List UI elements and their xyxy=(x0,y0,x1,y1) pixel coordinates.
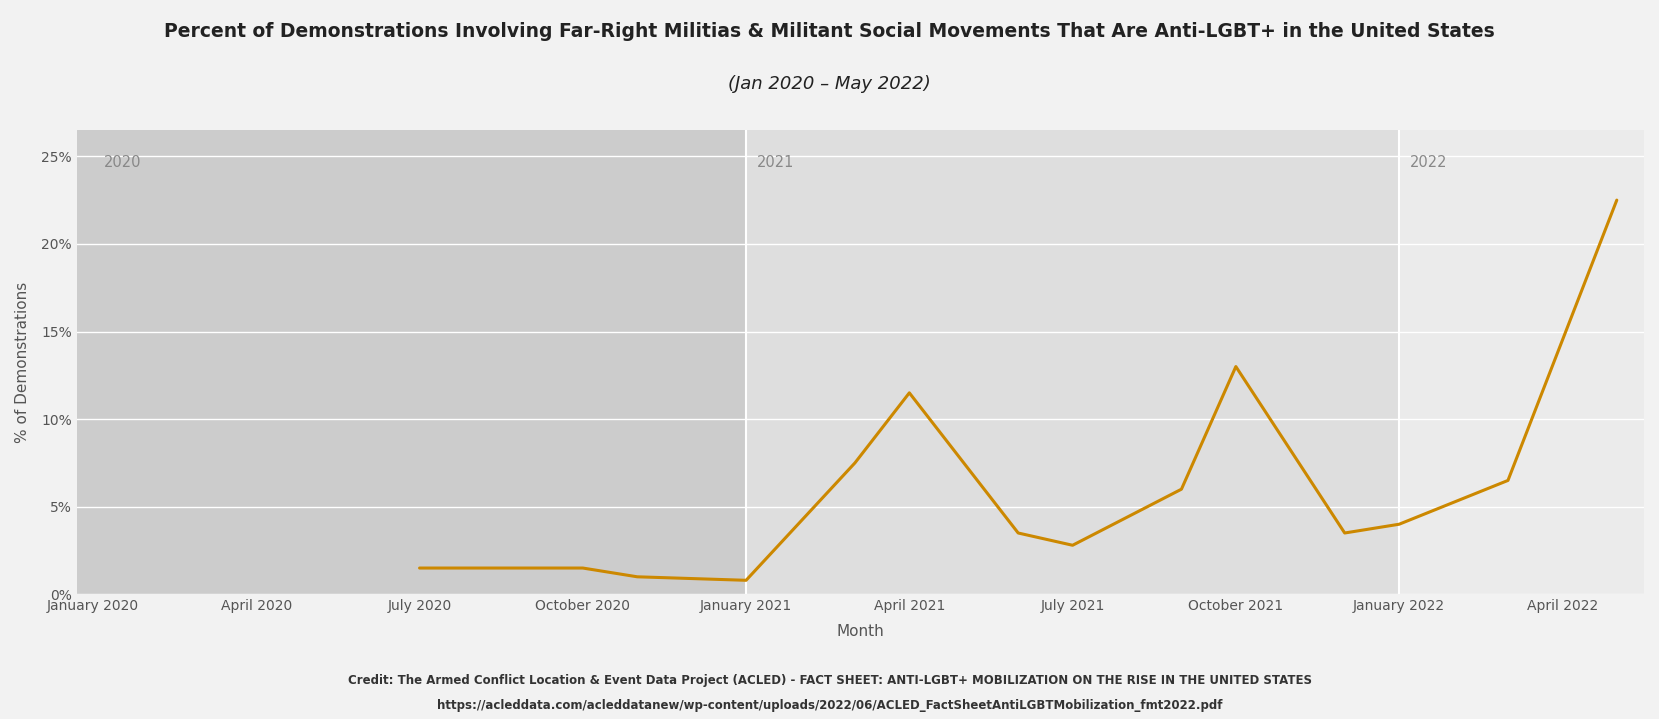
X-axis label: Month: Month xyxy=(836,624,884,639)
Bar xyxy=(747,130,1399,595)
Text: Credit: The Armed Conflict Location & Event Data Project (ACLED) - FACT SHEET: A: Credit: The Armed Conflict Location & Ev… xyxy=(347,674,1312,687)
Text: 2021: 2021 xyxy=(757,155,795,170)
Bar xyxy=(76,130,747,595)
Bar xyxy=(1399,130,1644,595)
Text: 2020: 2020 xyxy=(105,155,141,170)
Y-axis label: % of Demonstrations: % of Demonstrations xyxy=(15,282,30,443)
Text: Percent of Demonstrations Involving Far-Right Militias & Militant Social Movemen: Percent of Demonstrations Involving Far-… xyxy=(164,22,1495,40)
Text: https://acleddata.com/acleddatanew/wp-content/uploads/2022/06/ACLED_FactSheetAnt: https://acleddata.com/acleddatanew/wp-co… xyxy=(436,699,1223,712)
Text: 2022: 2022 xyxy=(1410,155,1448,170)
Text: (Jan 2020 – May 2022): (Jan 2020 – May 2022) xyxy=(728,75,931,93)
